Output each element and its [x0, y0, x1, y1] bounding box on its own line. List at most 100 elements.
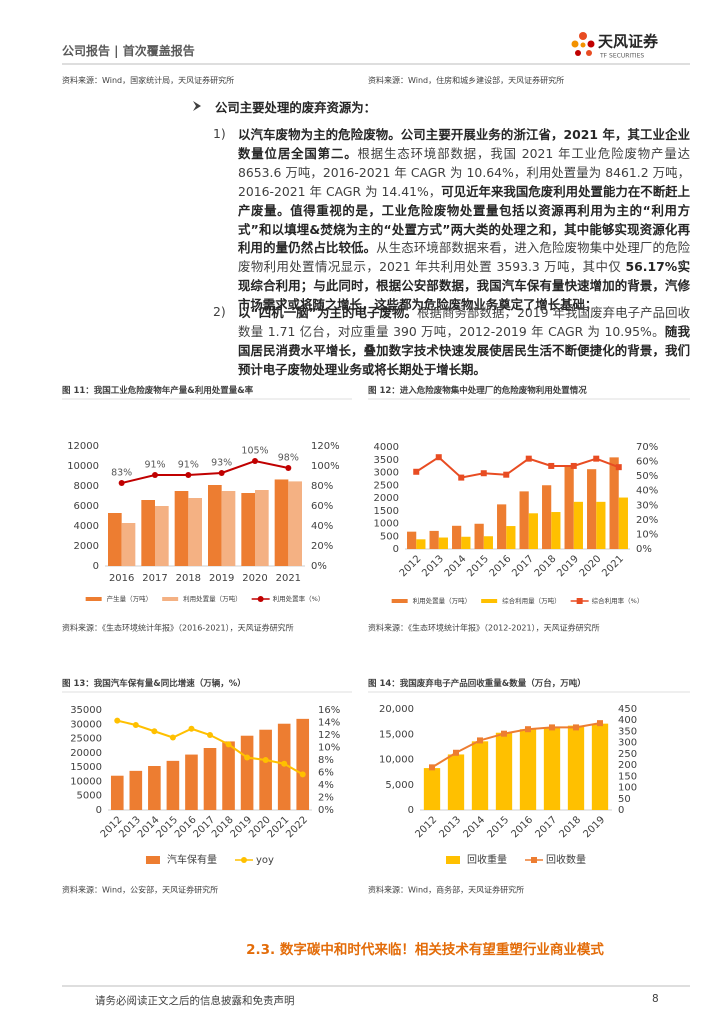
- bar: [221, 491, 236, 566]
- legend-label: 综合利用量（万吨）: [502, 596, 561, 605]
- legend-label: 产生量（万吨）: [107, 594, 153, 603]
- x-tick-label: 2015: [465, 553, 491, 579]
- bar: [110, 775, 124, 810]
- x-tick-label: 2021: [276, 573, 301, 584]
- y2-tick-label: 60%: [636, 457, 658, 468]
- bar: [188, 498, 202, 566]
- point: [244, 754, 251, 761]
- y-tick-label: 35000: [70, 705, 102, 716]
- point: [152, 472, 158, 478]
- y2-tick-label: 120%: [311, 441, 340, 452]
- bar: [567, 725, 585, 810]
- y2-tick-label: 20%: [636, 515, 658, 526]
- logo-mark: [571, 32, 595, 56]
- y2-tick-label: 100%: [311, 461, 340, 472]
- legend-swatch: [162, 597, 179, 601]
- x-tick-label: 2020: [242, 573, 267, 584]
- x-tick-label: 2012: [398, 553, 424, 579]
- item-text: 以汽车废物为主的危险废物。公司主要开展业务的浙江省，2021 年，其工业企业数量…: [238, 126, 690, 315]
- item-number: 1): [213, 126, 226, 141]
- y2-tick-label: 250: [618, 749, 637, 760]
- legend-label: 利用处置量（万吨）: [413, 596, 472, 605]
- point: [477, 737, 483, 744]
- legend-swatch: [481, 599, 498, 603]
- y2-tick-label: 10%: [318, 743, 340, 754]
- legend-label: 利用处置率（%）: [273, 594, 325, 603]
- bar: [296, 718, 310, 810]
- y-tick-label: 4000: [374, 442, 399, 453]
- y-tick-label: 0: [408, 805, 414, 816]
- y2-tick-label: 70%: [636, 442, 658, 453]
- point: [285, 465, 292, 471]
- x-tick-label: 2015: [485, 814, 511, 840]
- logo-en: TF SECURITIES: [599, 53, 644, 60]
- y2-tick-label: 0%: [311, 561, 327, 572]
- y-tick-label: 10000: [70, 776, 102, 787]
- y-tick-label: 25000: [70, 734, 102, 745]
- x-tick-label: 2014: [443, 553, 469, 579]
- text-segment: 56.17%实现综合利用；与此同时，根据公安部数据，我国汽车保有量快速增加的背景…: [238, 259, 690, 313]
- bar: [203, 748, 217, 810]
- legend-label: 利用处置量（万吨）: [183, 594, 242, 603]
- bar: [148, 766, 161, 810]
- legend-label: 回收重量: [467, 853, 507, 866]
- bar: [573, 501, 583, 549]
- figure-title: 我国废弃电子产品回收重量&数量（万台，万吨）: [400, 678, 586, 689]
- figure-title: 进入危险废物集中处理厂的危险废物利用处置情况: [400, 385, 588, 396]
- y-tick-label: 500: [380, 531, 399, 542]
- text-segment: 随我国居民消费水平增长，叠加数字技术快速发展使居民生活不断便捷化的背景，我们预计…: [238, 323, 691, 377]
- bar: [222, 741, 235, 810]
- bar: [495, 732, 513, 810]
- text-segment: 根据生态环境部数据，我国 2021 年工业危险废物产量达 8653.6 万吨，2…: [238, 145, 690, 199]
- y-tick-label: 1500: [374, 506, 399, 517]
- y2-tick-label: 150: [618, 771, 637, 782]
- figure-label: 图 11：: [62, 386, 94, 396]
- x-tick-label: 2018: [557, 814, 583, 840]
- bullet-arrow: [193, 101, 201, 111]
- bar: [174, 491, 189, 566]
- bar: [255, 490, 269, 566]
- point: [503, 471, 510, 478]
- figure-source: 资料来源：Wind，公安部，天风证券研究所: [62, 885, 218, 895]
- legend-label: yoy: [256, 855, 274, 866]
- bar: [551, 512, 561, 549]
- legend-label: 回收数量: [546, 853, 586, 866]
- bar: [108, 513, 122, 566]
- y2-tick-label: 40%: [311, 521, 333, 532]
- y-tick-label: 3000: [374, 468, 399, 479]
- y2-tick-label: 0: [618, 805, 624, 816]
- y2-tick-label: 350: [618, 726, 637, 737]
- bar: [591, 723, 609, 810]
- legend: 汽车保有量 yoy: [145, 853, 274, 866]
- point: [525, 455, 532, 462]
- y2-tick-label: 0%: [636, 544, 652, 555]
- bar: [185, 754, 198, 810]
- bar: [155, 506, 169, 566]
- bar: [596, 501, 606, 549]
- item-text: 以“四机一脑”为主的电子废物。根据商务部数据，2019 年我国废弃电子产品回收数…: [238, 304, 690, 380]
- point: [525, 726, 531, 733]
- text-segment: 可见近年来我国危废利用处置能力在不断赶上产废量。值得重视的是，工业危险废物处置量…: [238, 183, 690, 256]
- y2-tick-label: 10%: [636, 529, 658, 540]
- figure-source: 资料来源：Wind，商务部，天风证券研究所: [368, 885, 524, 895]
- y-tick-label: 0: [96, 805, 102, 816]
- source-note: 资料来源：Wind，住房和城乡建设部，天风证券研究所: [368, 76, 565, 85]
- legend-swatch: [531, 857, 537, 863]
- legend-swatch: [257, 596, 264, 602]
- text-segment: 从生态环境部数据来看，进入危险废物集中处理厂的危险废物利用处置情况显示，2021…: [238, 240, 691, 275]
- bar: [543, 727, 561, 810]
- bar: [542, 485, 552, 549]
- data-label: 91%: [178, 460, 199, 471]
- text-segment: 根据商务部数据，2019 年我国废弃电子产品回收数量 1.71 亿台，对应重量 …: [238, 305, 690, 339]
- line: [415, 455, 620, 479]
- bar: [121, 523, 136, 566]
- bar: [438, 537, 448, 549]
- y-tick-label: 4000: [74, 521, 99, 532]
- point: [151, 728, 158, 735]
- y-tick-label: 10,000: [379, 755, 414, 766]
- y2-tick-label: 40%: [636, 486, 658, 497]
- x-tick-label: 2019: [581, 814, 607, 840]
- point: [185, 472, 192, 478]
- point: [548, 462, 555, 469]
